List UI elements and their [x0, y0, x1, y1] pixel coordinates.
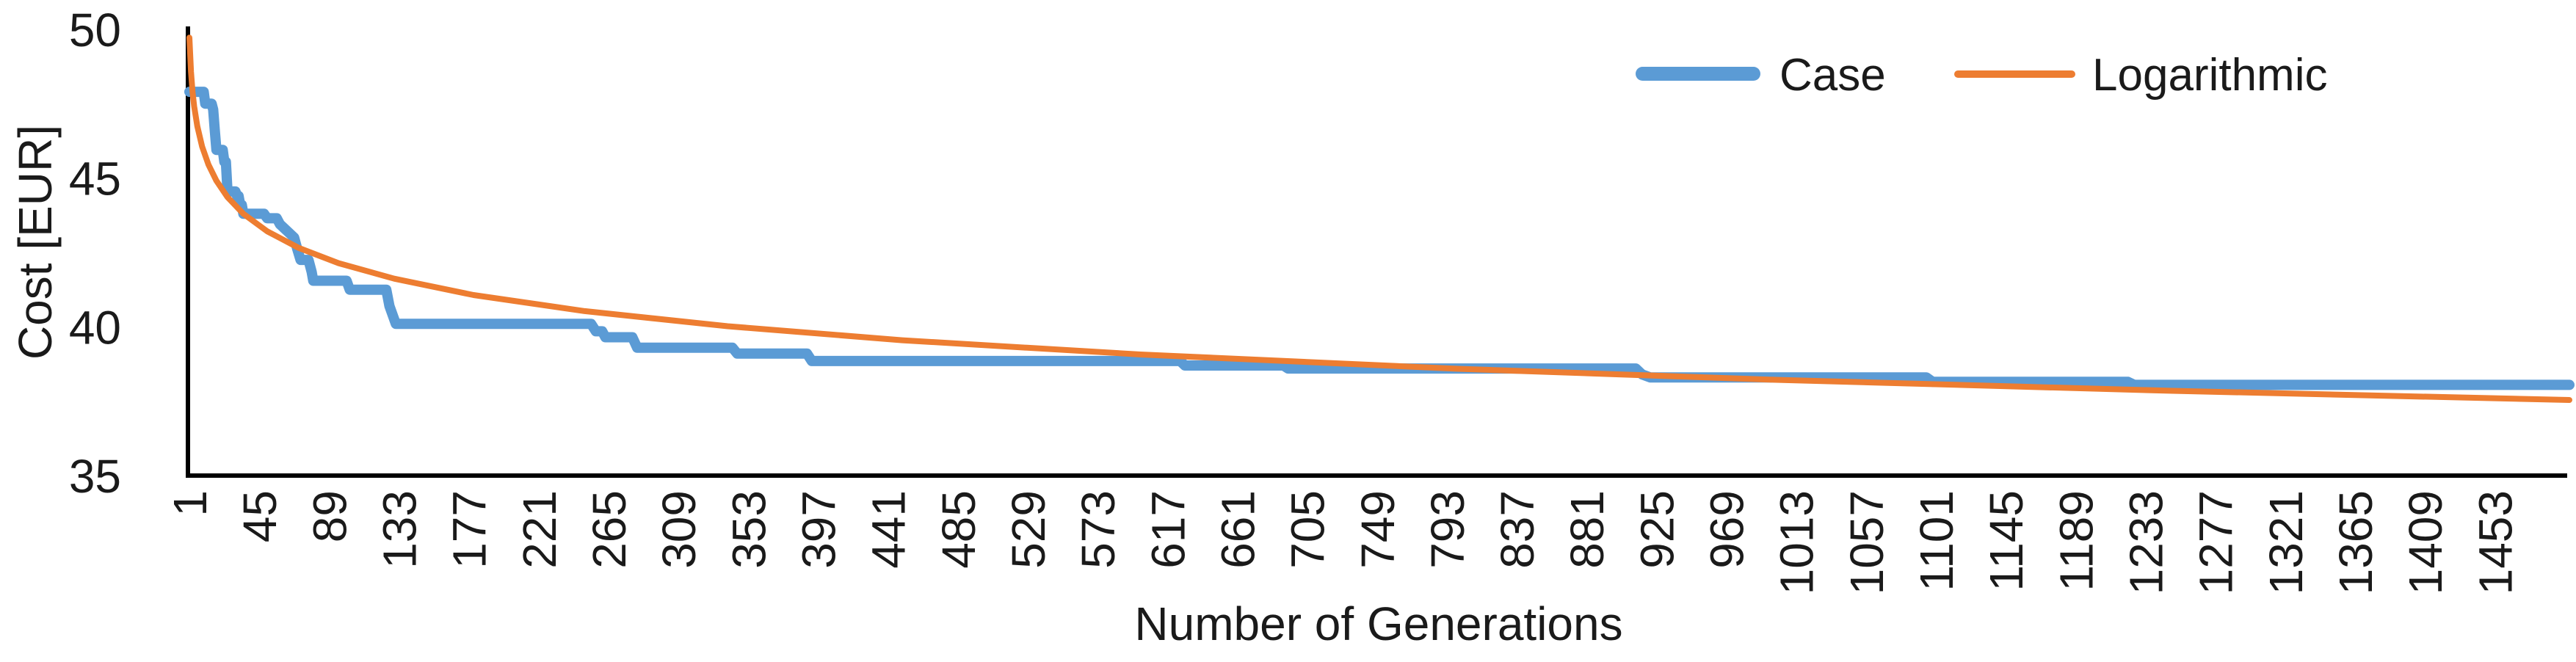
y-axis-title: Cost [EUR]: [9, 125, 62, 360]
x-tick-label: 1365: [2329, 490, 2382, 594]
legend-swatch-logarithmic: [1954, 70, 2075, 78]
y-tick-label: 40: [69, 301, 121, 354]
x-axis-title: Number of Generations: [1134, 597, 1622, 650]
x-tick-label: 1277: [2190, 490, 2243, 594]
x-tick-label: 705: [1282, 490, 1335, 569]
y-tick-label: 35: [69, 450, 121, 503]
titles-layer: Cost [EUR] Number of Generations: [9, 125, 1623, 650]
x-tick-label: 265: [583, 490, 636, 569]
y-tick-label: 50: [69, 4, 121, 57]
logarithmic-series-line: [186, 34, 2572, 403]
x-tick-label: 353: [722, 490, 775, 569]
ticks-layer: 35 40 45 50 1 45 89 133 177 221 265 309 353 397 441 485…: [69, 4, 2522, 594]
x-tick-label: 309: [653, 490, 705, 569]
legend-label-logarithmic: Logarithmic: [2092, 50, 2327, 101]
x-tick-label: 661: [1211, 490, 1264, 569]
x-tick-label: 221: [513, 490, 566, 569]
x-tick-label: 177: [443, 490, 496, 569]
x-tick-label: 133: [373, 490, 426, 569]
x-tick-label: 1145: [1980, 490, 2033, 592]
x-tick-label: 89: [303, 490, 356, 542]
x-tick-label: 1409: [2399, 490, 2452, 594]
x-tick-label: 925: [1630, 490, 1683, 569]
x-tick-label: 617: [1142, 490, 1194, 569]
x-tick-label: 837: [1491, 490, 1544, 569]
legend-label-case: Case: [1779, 50, 1886, 101]
x-tick-label: 1321: [2260, 490, 2312, 594]
x-tick-label: 749: [1352, 490, 1404, 569]
x-tick-label: 573: [1072, 490, 1125, 569]
x-tick-label: 1453: [2469, 490, 2522, 594]
x-tick-label: 441: [863, 490, 915, 569]
x-tick-label: 1057: [1840, 490, 1893, 594]
x-tick-label: 881: [1561, 490, 1614, 569]
x-tick-label: 397: [792, 490, 845, 569]
y-tick-label: 45: [69, 153, 121, 205]
x-tick-label: 485: [932, 490, 985, 569]
legend: Case Logarithmic: [1636, 50, 2327, 101]
x-tick-label: 1101: [1910, 490, 1963, 592]
x-tick-label: 529: [1002, 490, 1055, 569]
series-layer: [184, 34, 2575, 403]
x-tick-label: 1013: [1771, 490, 1824, 594]
x-tick-label: 1233: [2120, 490, 2173, 594]
x-tick-label: 45: [233, 490, 286, 542]
legend-swatch-case: [1636, 67, 1760, 81]
x-tick-label: 1189: [2050, 490, 2102, 592]
x-tick-label: 1: [164, 490, 217, 517]
x-tick-label: 969: [1701, 490, 1754, 569]
case-series-line: [184, 87, 2575, 390]
axes-layer: [186, 26, 2567, 478]
x-tick-label: 793: [1421, 490, 1474, 569]
